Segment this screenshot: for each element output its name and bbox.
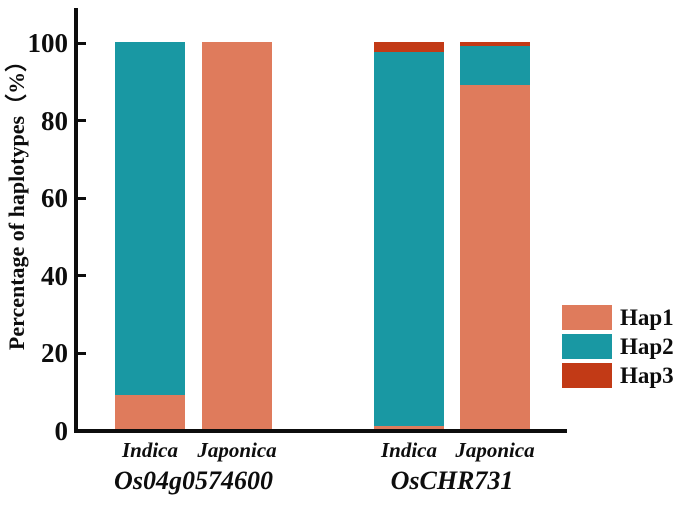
legend-label-hap2: Hap2 — [620, 334, 674, 359]
y-tick-mark — [78, 351, 86, 355]
bar-segment-hap3 — [460, 42, 530, 46]
bar-segment-hap1 — [460, 84, 530, 430]
bar-label-indica: Indica — [380, 438, 437, 462]
y-tick-mark — [78, 41, 86, 45]
legend-swatch-hap1 — [562, 305, 612, 330]
bar-label-japonica: Japonica — [197, 438, 277, 462]
bar-segment-hap1 — [115, 395, 185, 430]
y-tick-label: 100 — [27, 28, 69, 58]
legend-swatch-hap3 — [562, 363, 612, 388]
bar-segment-hap2 — [374, 51, 444, 427]
y-tick-label: 80 — [41, 105, 68, 136]
x-axis-line — [74, 429, 567, 433]
bar-segment-hap2 — [460, 45, 530, 85]
bar-segment-hap2 — [115, 42, 185, 396]
bar-label-indica: Indica — [121, 438, 178, 462]
bar-segment-hap1 — [374, 426, 444, 430]
bar-segment-hap1 — [202, 42, 272, 430]
legend-swatch-hap2 — [562, 334, 612, 359]
y-axis-line — [74, 8, 78, 433]
bar-label-japonica: Japonica — [455, 438, 535, 462]
y-tick-mark — [78, 119, 86, 123]
y-tick-label: 60 — [41, 183, 68, 214]
y-tick-label: 40 — [41, 260, 68, 291]
y-tick-label: 0 — [54, 416, 69, 446]
group-label: Os04g0574600 — [114, 466, 273, 495]
legend-label-hap3: Hap3 — [620, 363, 674, 388]
bar-segment-hap3 — [374, 42, 444, 52]
y-tick-mark — [78, 274, 86, 278]
y-tick-mark — [78, 196, 86, 200]
group-label: OsCHR731 — [390, 466, 514, 495]
legend-label-hap1: Hap1 — [620, 305, 674, 330]
y-tick-label: 20 — [41, 338, 68, 369]
